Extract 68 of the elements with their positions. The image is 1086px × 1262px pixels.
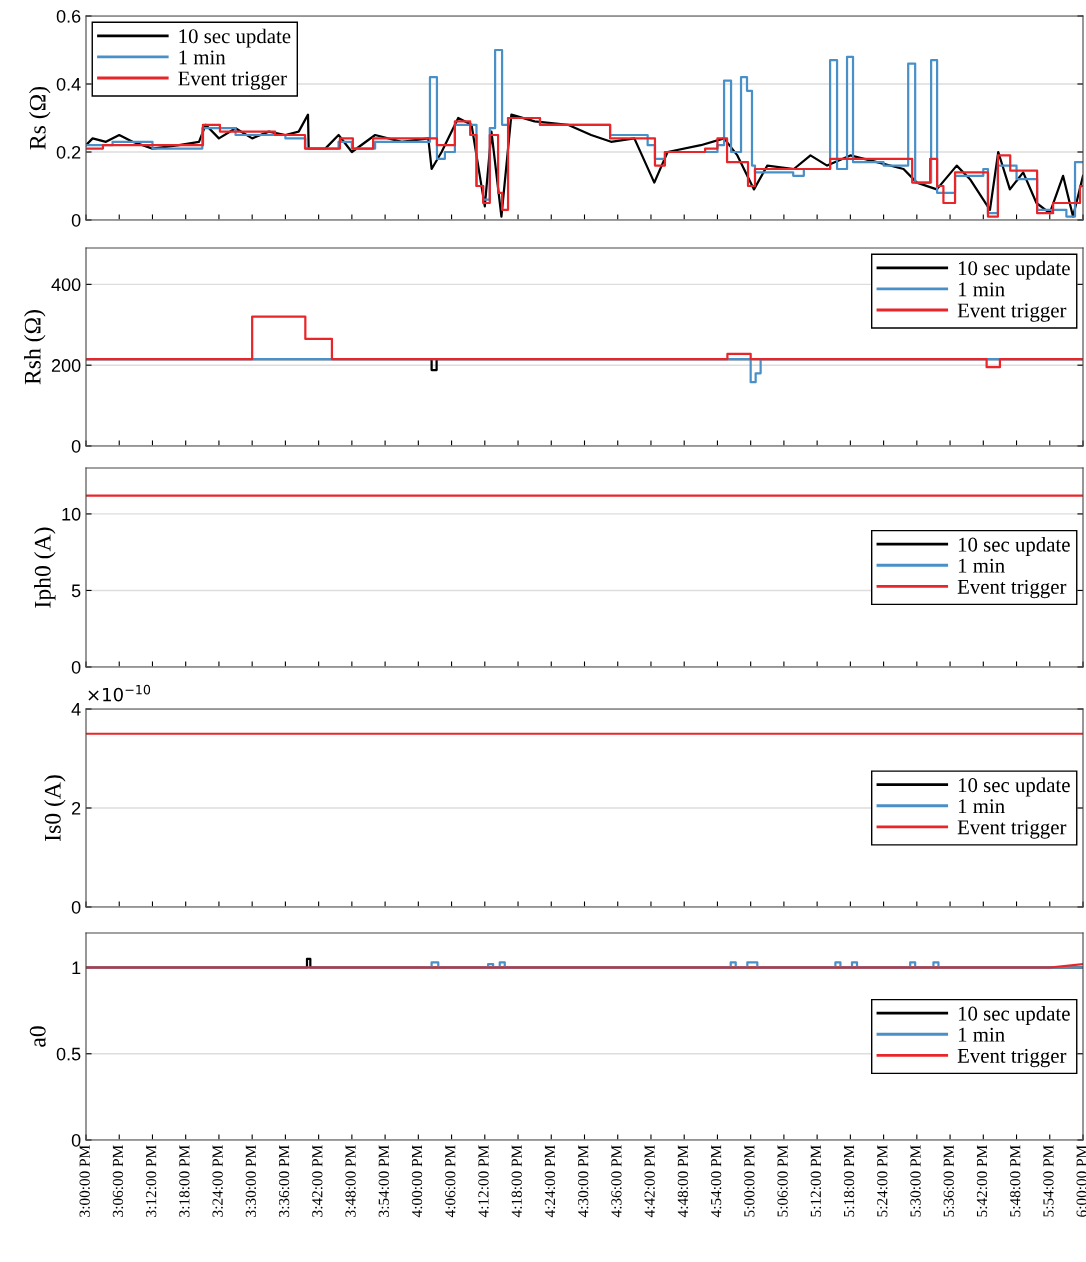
legend-label: Event trigger (957, 820, 1067, 839)
legend-label: 10 sec update (958, 1005, 1070, 1025)
y-tick-label: 1 (72, 961, 81, 975)
x-tick-label: 4:24:00 PM (544, 1145, 556, 1218)
x-tick-label: 4:42:00 PM (644, 1145, 655, 1218)
legend-label: Event trigger (957, 303, 1067, 322)
x-tick-label: 3:48:00 PM (345, 1145, 356, 1217)
legend-label: Event trigger (957, 1048, 1067, 1068)
y-tick-label: 0.4 (56, 77, 81, 91)
x-tick-label: 5:00:00 PM (744, 1145, 755, 1217)
x-tick-label: 6:00:00 PM (1076, 1145, 1086, 1217)
legend-label: 10 sec update (179, 28, 291, 48)
x-tick-label: 4:36:00 PM (611, 1145, 622, 1218)
x-tick-label: 4:30:00 PM (578, 1145, 589, 1218)
y-tick-label: 0 (71, 1133, 81, 1147)
y-tick-label: 5 (71, 584, 81, 598)
y-tick-label: 200 (51, 359, 81, 372)
y-tick-label: 0.5 (56, 1047, 81, 1061)
y-tick-label: 2 (72, 801, 81, 815)
x-tick-label: 3:24:00 PM (212, 1145, 223, 1217)
text: ×10$^{−10}$ (88, 684, 151, 702)
y-tick-label: 0 (71, 439, 81, 453)
x-tick-label: 4:00:00 PM (411, 1145, 423, 1218)
x-tick-label: 4:54:00 PM (710, 1145, 722, 1218)
legend-label: 1 min (958, 799, 1005, 814)
y-tick-label: 0 (71, 660, 81, 674)
x-tick-label: 4:12:00 PM (478, 1145, 489, 1218)
x-tick-label: 4:18:00 PM (511, 1145, 522, 1218)
legend-label: 1 min (958, 1027, 1005, 1042)
x-tick-label: 5:42:00 PM (976, 1145, 988, 1217)
y-axis-title: Rsh (Ω) (24, 310, 46, 385)
legend-label: 10 sec update (958, 536, 1070, 556)
x-tick-label: 3:06:00 PM (112, 1145, 124, 1217)
x-tick-label: 5:36:00 PM (943, 1145, 954, 1217)
legend-label: 1 min (958, 558, 1005, 573)
x-tick-label: 4:48:00 PM (677, 1145, 689, 1218)
legend-label: 1 min (179, 50, 226, 65)
legend-label: 10 sec update (958, 777, 1070, 797)
x-tick-label: 3:42:00 PM (312, 1145, 323, 1217)
x-tick-label: 4:06:00 PM (445, 1145, 456, 1218)
x-tick-label: 3:54:00 PM (378, 1145, 389, 1217)
y-tick-label: 0 (71, 900, 81, 914)
x-tick-label: 3:00:00 PM (79, 1145, 90, 1217)
legend-label: Event trigger (178, 71, 287, 90)
x-tick-label: 5:30:00 PM (910, 1145, 921, 1217)
x-tick-label: 3:30:00 PM (245, 1145, 257, 1217)
y-tick-label: 0.6 (56, 9, 81, 23)
x-tick-label: 5:06:00 PM (777, 1145, 788, 1217)
y-axis-title: a0 (29, 1026, 46, 1047)
legend-label: 1 min (958, 282, 1005, 297)
x-tick-label: 5:48:00 PM (1010, 1145, 1021, 1217)
y-tick-label: 0.2 (56, 145, 81, 159)
x-tick-label: 3:36:00 PM (278, 1145, 290, 1217)
x-tick-label: 5:12:00 PM (810, 1145, 822, 1217)
y-axis-title: Rs (Ω) (29, 86, 51, 150)
y-tick-label: 0 (71, 213, 81, 227)
y-tick-label: 400 (51, 278, 81, 292)
y-tick-label: 10 (62, 507, 81, 521)
y-axis-title: Is0 (A) (44, 775, 66, 841)
x-tick-label: 3:12:00 PM (145, 1145, 157, 1217)
x-tick-label: 5:54:00 PM (1043, 1145, 1054, 1217)
x-tick-label: 5:18:00 PM (843, 1145, 855, 1217)
x-tick-label: 5:24:00 PM (877, 1145, 888, 1217)
x-tick-label: 3:18:00 PM (179, 1145, 190, 1217)
legend-label: 10 sec update (958, 260, 1070, 280)
legend-label: Event trigger (957, 579, 1067, 599)
y-tick-label: 4 (71, 703, 81, 716)
y-axis-title: Iph0 (A) (34, 527, 56, 608)
